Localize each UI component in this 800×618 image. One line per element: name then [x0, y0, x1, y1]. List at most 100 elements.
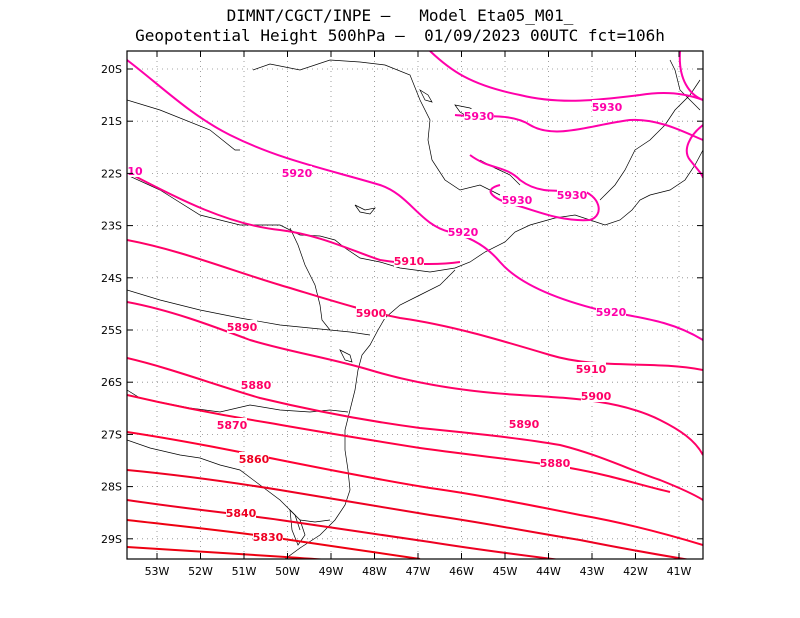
- contour-5870: [127, 431, 703, 546]
- river-2: [299, 519, 331, 523]
- lat-label-22S: 22S: [101, 167, 122, 180]
- contour-label-5870: 5870: [217, 419, 248, 432]
- contour-label-5910: 5910: [394, 255, 425, 268]
- contour-label-bg-15: [217, 418, 247, 431]
- contour-label-bg-4: [282, 166, 312, 179]
- lon-label-41W: 41W: [667, 565, 692, 578]
- graticule-grid: [127, 51, 703, 559]
- lon-label-49W: 49W: [319, 565, 344, 578]
- lat-label-24S: 24S: [101, 272, 122, 285]
- lon-label-51W: 51W: [232, 565, 257, 578]
- contour-label-bg-17: [226, 506, 256, 519]
- contour-5930-mid: [454, 114, 703, 141]
- contour-5850: [127, 499, 561, 559]
- border-ms: [289, 227, 331, 331]
- border-mg-rj: [599, 79, 701, 201]
- lon-label-43W: 43W: [580, 565, 605, 578]
- title-line-1: DIMNT/CGCT/INPE – Model Eta05_M01_: [226, 6, 574, 25]
- lon-label-45W: 45W: [493, 565, 518, 578]
- lon-label-50W: 50W: [275, 565, 300, 578]
- title-line-2: Geopotential Height 500hPa – 01/09/2023 …: [135, 26, 665, 45]
- contour-label-5930: 5930: [592, 101, 623, 114]
- contour-label-bg-5: [448, 225, 478, 238]
- contour-label-5880: 5880: [241, 379, 272, 392]
- lon-label-42W: 42W: [623, 565, 648, 578]
- contour-label-bg-3: [557, 188, 587, 201]
- border-sc-rs: [127, 389, 349, 413]
- contour-5930-ne: [678, 51, 703, 101]
- contour-label-5920: 5920: [448, 226, 479, 239]
- contour-label-5930: 5930: [557, 189, 588, 202]
- contour-label-5880: 5880: [540, 457, 571, 470]
- height-contours: [127, 51, 703, 559]
- map-frame: [126, 50, 704, 560]
- contour-label-5920: 5920: [596, 306, 627, 319]
- lon-label-47W: 47W: [406, 565, 431, 578]
- contour-label-bg-6: [596, 305, 626, 318]
- contour-label-5860: 5860: [239, 453, 270, 466]
- state-border-sp-pr: [127, 174, 346, 249]
- contour-label-5830: 5830: [253, 531, 284, 544]
- lon-label-53W: 53W: [145, 565, 170, 578]
- lat-label-20S: 20S: [101, 63, 122, 76]
- contour-labels: 5930 5930 5930 5930 5920 5920 5920 5910 5910 5900…: [127, 100, 627, 544]
- contour-label-bg-10: [581, 389, 611, 402]
- contour-label-bg-2: [502, 193, 532, 206]
- contour-5900: [127, 301, 703, 456]
- contour-label-bg-11: [227, 320, 257, 333]
- border-pr-sc: [127, 289, 371, 336]
- contour-5880: [127, 394, 671, 493]
- contour-label-5890: 5890: [227, 321, 258, 334]
- contour-5860: [127, 469, 691, 559]
- lon-label-48W: 48W: [362, 565, 387, 578]
- lat-label-21S: 21S: [101, 115, 122, 128]
- contour-label-5900: 5900: [356, 307, 387, 320]
- contour-5930-loop: [469, 154, 600, 222]
- lake-2: [419, 89, 433, 103]
- contour-label-5840: 5840: [226, 507, 257, 520]
- contour-5930-north: [429, 51, 703, 102]
- contour-label-10: 10: [127, 165, 143, 178]
- axis-tick-labels: 20S 21S 22S 23S 24S 25S 26S 27S 28S 29S 53W 52W 51W 5…: [101, 63, 692, 578]
- bay-1: [339, 349, 353, 363]
- lon-label-52W: 52W: [188, 565, 213, 578]
- contour-label-bg-12: [509, 417, 539, 430]
- contour-label-bg-14: [540, 456, 570, 469]
- contour-label-bg-1: [592, 100, 622, 113]
- border-rs-uy: [127, 439, 301, 531]
- contour-5830: [127, 546, 329, 559]
- contour-label-5920: 5920: [282, 167, 313, 180]
- contour-label-bg-16: [239, 452, 269, 465]
- lagoon-rs: [289, 509, 306, 546]
- lon-label-44W: 44W: [536, 565, 561, 578]
- contour-label-bg-8: [576, 362, 606, 375]
- lat-label-26S: 26S: [101, 376, 122, 389]
- contour-5910-north: [127, 171, 461, 266]
- contour-label-bg-0: [464, 109, 494, 122]
- coast-pr-sc: [284, 269, 456, 559]
- contour-label-bg-18: [253, 530, 283, 543]
- contour-label-bg-13: [241, 378, 271, 391]
- state-border-north: [127, 99, 240, 151]
- coast-sp: [344, 194, 651, 273]
- lat-label-29S: 29S: [101, 533, 122, 546]
- contour-label-5930: 5930: [502, 194, 533, 207]
- contour-5930-east: [685, 124, 703, 179]
- contour-label-bg-9: [356, 306, 386, 319]
- contour-label-bg-7: [394, 254, 424, 267]
- lat-label-23S: 23S: [101, 220, 122, 233]
- coast-rj: [649, 149, 703, 196]
- lake-1: [354, 204, 376, 215]
- contour-label-5900: 5900: [581, 390, 612, 403]
- coastline-and-borders: [127, 59, 703, 559]
- contour-label-5930: 5930: [464, 110, 495, 123]
- border-es: [669, 59, 701, 111]
- contour-label-5910: 5910: [576, 363, 607, 376]
- lon-label-46W: 46W: [449, 565, 474, 578]
- contour-5890: [127, 357, 703, 501]
- lat-label-28S: 28S: [101, 481, 122, 494]
- lat-label-27S: 27S: [101, 428, 122, 441]
- axis-ticks: [127, 51, 703, 559]
- contour-label-5890: 5890: [509, 418, 540, 431]
- state-border-sp-mg: [252, 59, 501, 196]
